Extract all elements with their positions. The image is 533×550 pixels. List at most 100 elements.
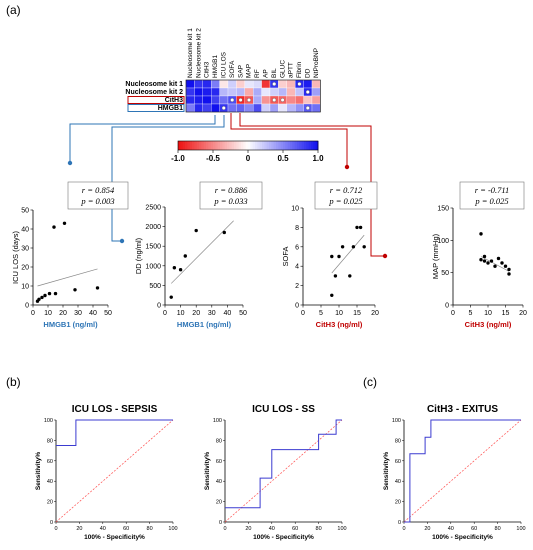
heatmap-cell (236, 103, 245, 113)
heatmap-cell (236, 87, 245, 97)
colorbar-segment (257, 141, 261, 150)
colorbar-segment (215, 141, 219, 150)
colorbar-segment (203, 141, 207, 150)
x-tick-label: 20 (59, 310, 67, 317)
x-tick-label: 20 (424, 526, 430, 532)
x-tick-label: 15 (353, 310, 361, 317)
x-tick-label: 100 (337, 526, 346, 532)
y-tick-label: 2000 (145, 224, 161, 231)
colorbar-segment (245, 141, 249, 150)
heatmap-cell (202, 79, 212, 89)
heatmap-cell (253, 95, 262, 105)
y-tick-label: 40 (395, 479, 401, 485)
data-point (493, 264, 497, 268)
colorbar-segment (299, 141, 303, 150)
colorbar-segment (308, 141, 312, 150)
colorbar-segment (217, 141, 221, 150)
heatmap-cell (185, 103, 195, 113)
y-tick-label: 100 (213, 418, 222, 424)
x-tick-label: 50 (104, 310, 112, 317)
heatmap-cell (202, 95, 212, 105)
colorbar-segment (250, 141, 254, 150)
colorbar-segment (187, 141, 191, 150)
y-axis-title: Sensitivity% (204, 452, 211, 491)
data-point (489, 259, 494, 263)
x-tick-label: 10 (44, 310, 52, 317)
heatmap-cell (286, 103, 296, 113)
regression-line (37, 268, 98, 287)
x-tick-label: 0 (31, 310, 35, 317)
y-axis-title: MAP (mmHg) (431, 233, 440, 279)
heatmap-cell (295, 95, 304, 105)
y-tick-label: 1000 (145, 263, 161, 270)
x-tick-label: 30 (208, 310, 216, 317)
correlation-r: r = -0.711 (475, 185, 510, 195)
data-point (172, 266, 177, 270)
x-tick-label: 20 (519, 310, 527, 317)
x-tick-label: 0 (402, 526, 405, 532)
colorbar-segment (278, 141, 282, 150)
colorbar-segment (227, 141, 230, 150)
x-tick-label: 20 (76, 526, 82, 532)
heatmap-cell (261, 79, 271, 89)
colorbar-segment (313, 141, 317, 150)
heatmap-cell (219, 87, 229, 97)
x-tick-label: 20 (192, 310, 200, 317)
correlation-p: p = 0.025 (474, 196, 508, 206)
heatmap-cell (185, 87, 195, 97)
y-tick-label: 20 (47, 500, 53, 506)
significance-dot (238, 98, 243, 102)
colorbar-segment (304, 141, 307, 150)
colorbar-segment (192, 141, 195, 150)
correlation-colorbar: -1.0 -0.5 0 0.5 1.0 (171, 140, 324, 163)
y-tick-label: 40 (21, 227, 29, 234)
heatmap-cell (286, 87, 296, 97)
heatmap-cell (185, 95, 195, 105)
heatmap-row-label: HMGB1 (158, 105, 183, 112)
y-axis-title: Sensitivity% (35, 452, 42, 491)
heatmap-column-label: Nucleosome kit 2 (195, 28, 202, 78)
heatmap-column-label: BIL (271, 68, 278, 78)
significance-dot (280, 98, 285, 102)
colorbar-segment (220, 141, 223, 150)
data-point (37, 297, 41, 301)
connector-line (230, 113, 348, 167)
y-tick-label: 0 (295, 303, 299, 310)
colorbar-segment (229, 141, 233, 150)
colorbar-segment (248, 141, 251, 150)
heatmap-cell (185, 79, 195, 89)
heatmap-cell (261, 87, 271, 97)
y-tick-label: 0 (157, 303, 161, 310)
colorbar-segment (273, 141, 277, 150)
data-point (47, 291, 52, 296)
heatmap-row-label: Nucleosome kit 1 (125, 81, 183, 88)
connector-endpoint (344, 164, 350, 170)
heatmap-cell (244, 103, 254, 113)
correlation-p: p = 0.003 (80, 196, 114, 206)
heatmap-column-label: HMGB1 (212, 55, 219, 79)
data-point (53, 291, 58, 296)
x-tick-label: 10 (335, 310, 343, 317)
data-point (500, 261, 504, 265)
significance-dot (297, 82, 302, 86)
significance-dot (305, 106, 310, 110)
x-tick-label: 15 (502, 310, 510, 317)
colorbar-segment (255, 141, 258, 150)
data-point (52, 225, 56, 229)
colorbar-tick-label: 0 (246, 154, 251, 163)
data-point (355, 225, 359, 230)
x-tick-label: 20 (245, 526, 251, 532)
x-tick-label: 40 (224, 310, 232, 317)
colorbar-segment (306, 141, 310, 150)
heatmap-column-label: SAP (237, 65, 244, 78)
colorbar-segment (264, 141, 268, 150)
heatmap-cell (194, 79, 203, 89)
data-point (482, 254, 487, 259)
x-tick-label: 0 (223, 526, 226, 532)
x-tick-label: 60 (292, 526, 298, 532)
heatmap-row-label: CitH3 (165, 97, 183, 104)
heatmap-column-label: RF (254, 69, 261, 78)
